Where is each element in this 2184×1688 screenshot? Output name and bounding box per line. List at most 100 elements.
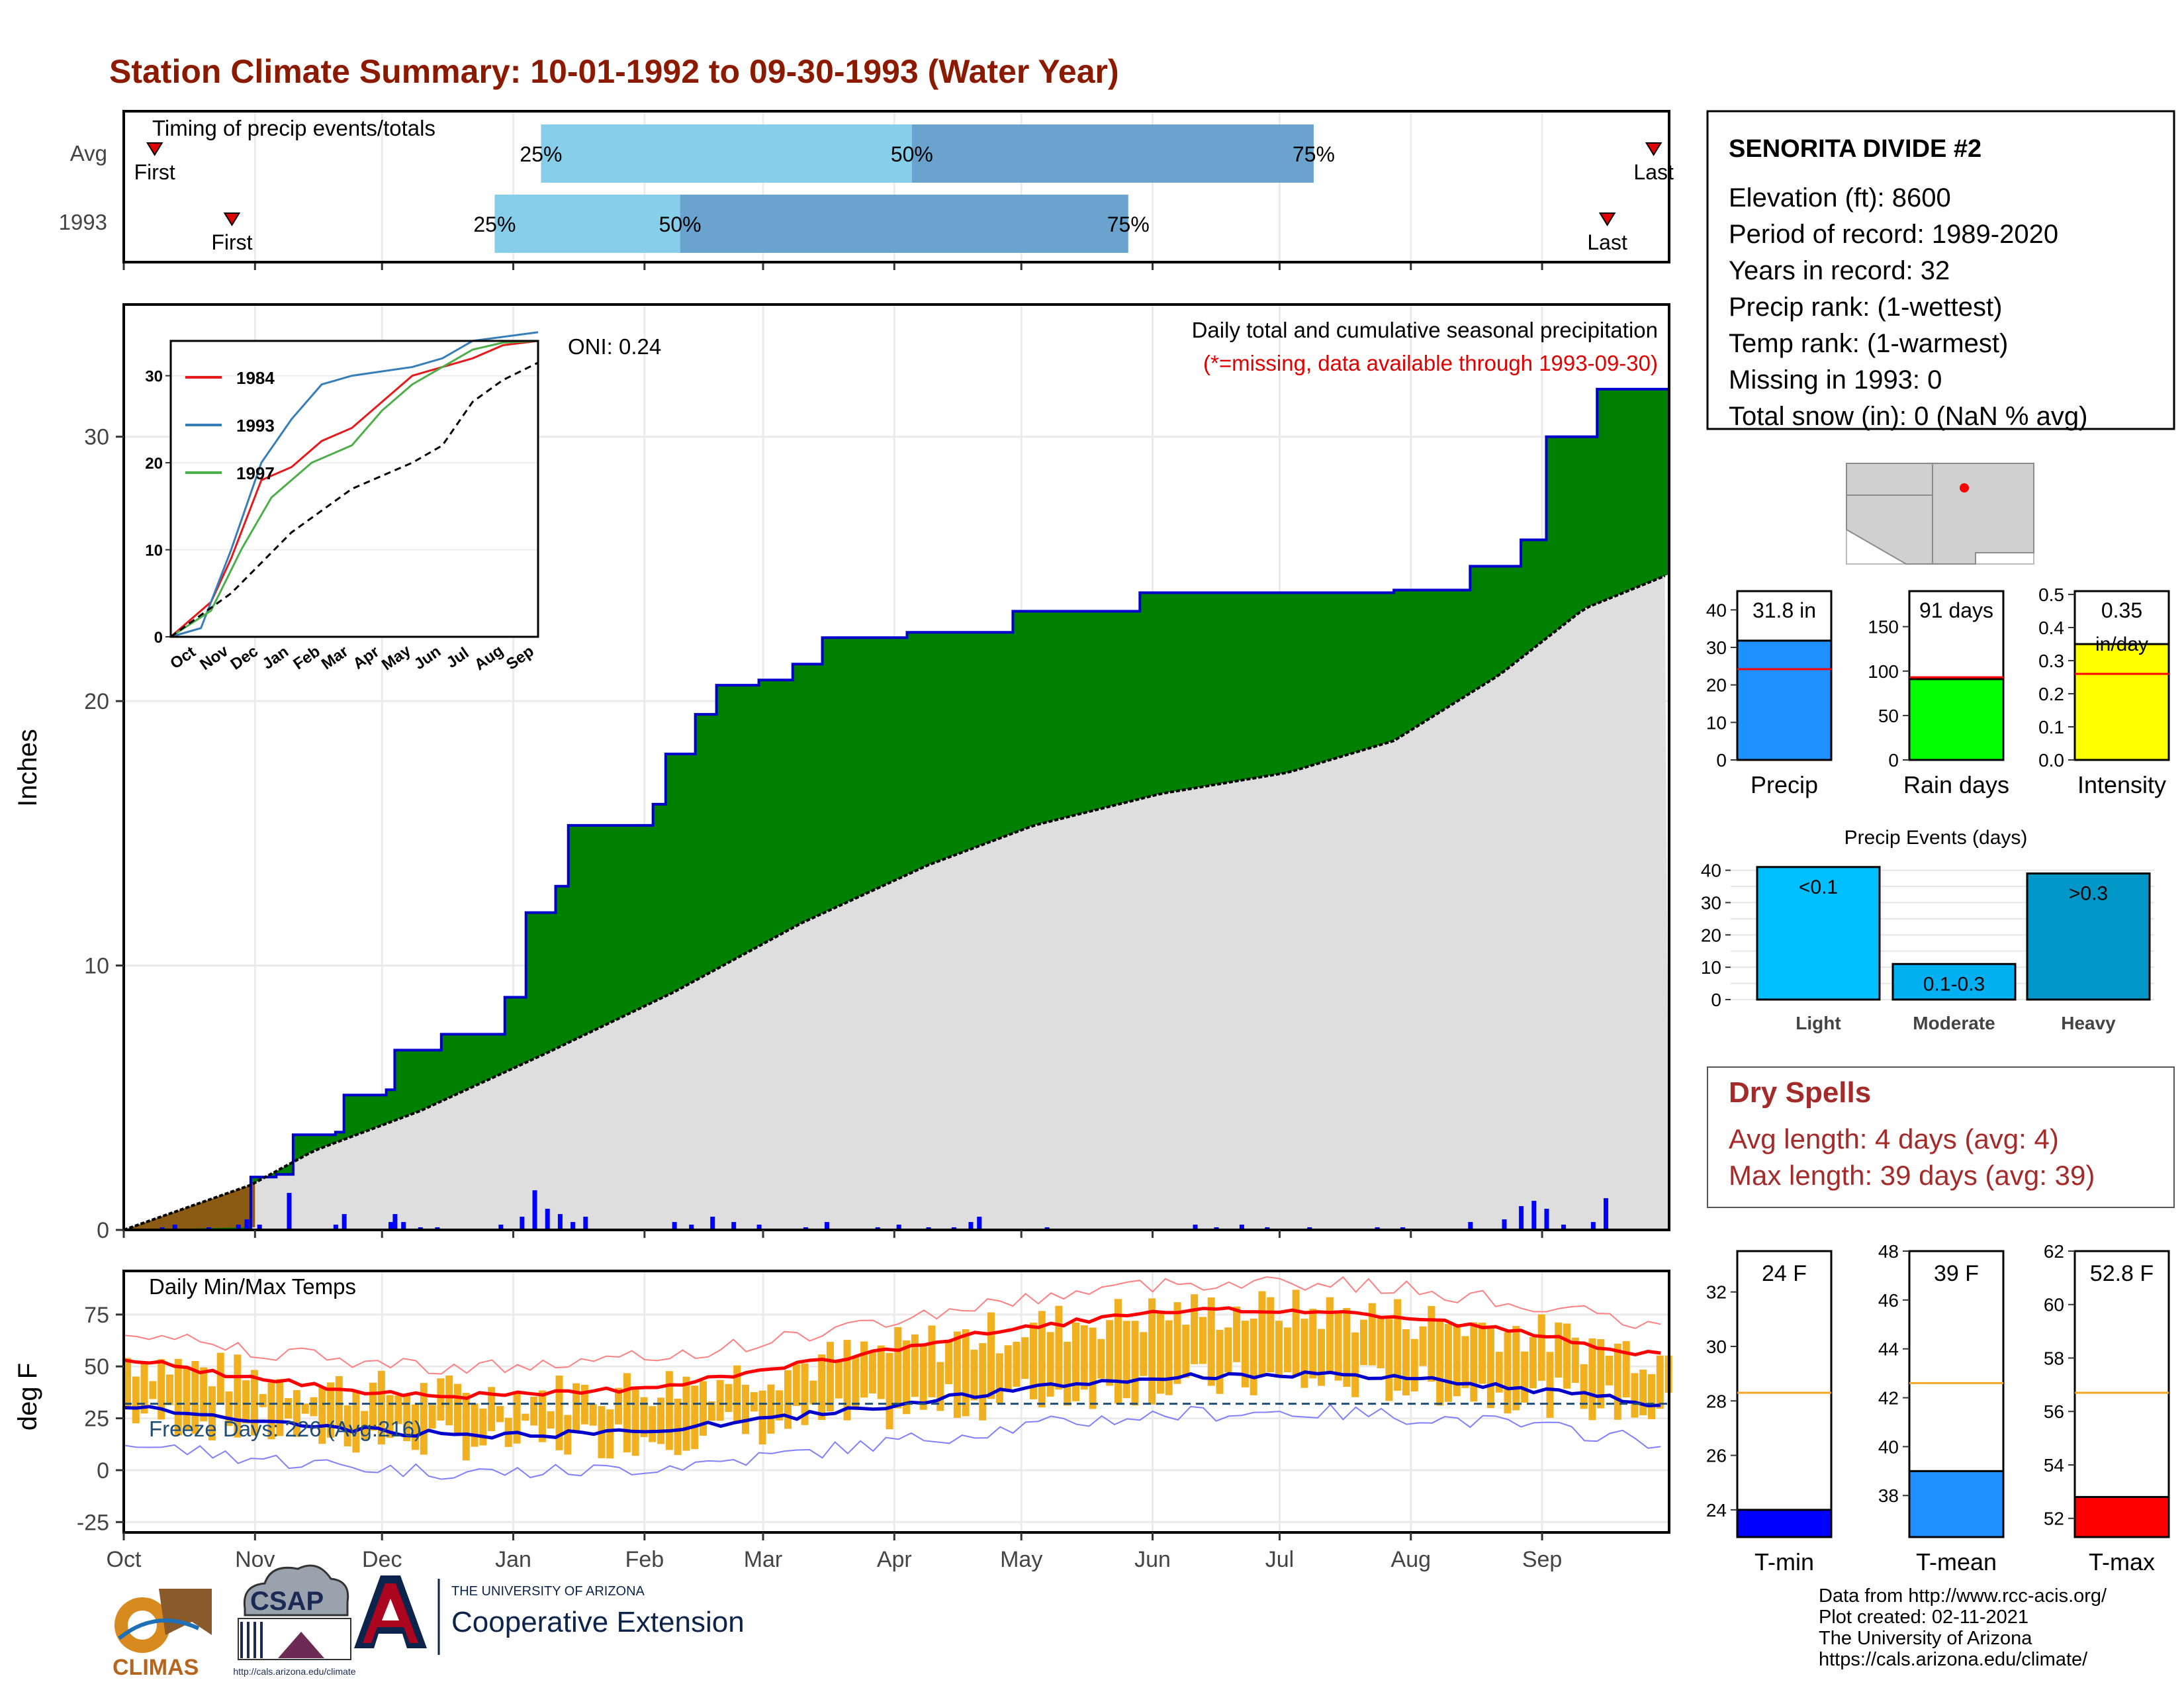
daily-temp-bar-356 [1631, 1373, 1639, 1418]
daily-temp-bar-110 [589, 1403, 597, 1426]
daily-temp-bar-306 [1419, 1326, 1427, 1366]
daily-temp-bar-220 [1055, 1305, 1063, 1390]
daily-temp-bar-124 [649, 1406, 657, 1442]
daily-temp-bar-126 [657, 1397, 665, 1444]
dry-spells-frame [1707, 1066, 2175, 1208]
month-label-Jan: Jan [495, 1547, 531, 1572]
daily-temp-bar-108 [580, 1385, 588, 1425]
timing-marker-label-last-1993: Last [1587, 230, 1627, 254]
daily-temp-bar-42 [301, 1403, 309, 1414]
csap-logo-mountain [278, 1632, 324, 1658]
daily-precip-bar-6 [287, 1193, 292, 1230]
daily-temp-bar-6 [149, 1381, 157, 1399]
daily-temp-bar-228 [1089, 1327, 1097, 1409]
inset-legend-label-1997: 1997 [236, 463, 275, 483]
daily-temp-bar-72 [428, 1405, 436, 1429]
footer-line-created: Plot created: 02-11-2021 [1819, 1607, 2028, 1628]
precip-events-tick-label-40: 40 [1701, 861, 1721, 881]
climas-logo-land [159, 1589, 212, 1635]
daily-temp-bar-100 [547, 1411, 555, 1429]
daily-temp-bar-64 [394, 1395, 402, 1425]
daily-temp-bar-254 [1199, 1317, 1206, 1364]
daily-precip-bar-9 [388, 1222, 394, 1230]
cumulative-1993-line [124, 387, 1669, 1231]
daily-temp-bar-238 [1131, 1321, 1139, 1406]
daily-temp-bar-12 [174, 1358, 182, 1436]
daily-temp-bar-246 [1165, 1320, 1173, 1395]
daily-temp-bar-28 [242, 1380, 250, 1424]
daily-temp-bar-60 [377, 1370, 385, 1445]
daily-temp-bar-184 [903, 1340, 911, 1415]
summary-tick-label-Intensity-5: 0.5 [2038, 585, 2064, 605]
daily-temp-bar-76 [445, 1375, 453, 1426]
daily-temp-bar-194 [945, 1341, 953, 1384]
daily-precip-bar-22 [689, 1225, 694, 1230]
daily-precip-bar-4 [244, 1219, 250, 1230]
precip-events-tick-label-20: 20 [1701, 925, 1721, 945]
daily-temp-bar-62 [386, 1395, 394, 1438]
daily-temp-bar-340 [1563, 1323, 1571, 1389]
summary-label-Rain days: Rain days [1903, 771, 2009, 798]
daily-temp-bar-210 [1013, 1341, 1021, 1387]
daily-temp-bar-26 [234, 1354, 242, 1438]
month-label-Mar: Mar [744, 1547, 783, 1572]
daily-temp-bar-312 [1444, 1324, 1452, 1402]
cumulative-surplus-area [124, 389, 1669, 1230]
daily-precip-bar-20 [583, 1217, 588, 1230]
daily-temp-bar-322 [1486, 1328, 1494, 1409]
month-label-Jun: Jun [1134, 1547, 1171, 1572]
daily-temp-bar-70 [420, 1383, 428, 1455]
summary-tick-label-Precip-0: 0 [1716, 750, 1727, 771]
daily-temp-bar-190 [928, 1325, 936, 1397]
daily-temp-bar-330 [1521, 1351, 1529, 1403]
summary-tick-label-Precip-3: 30 [1706, 637, 1727, 658]
daily-temp-bar-218 [1046, 1332, 1054, 1397]
daily-temp-bar-274 [1283, 1327, 1291, 1373]
timing-label-50-Avg: 50% [891, 142, 933, 166]
summary-tick-label-Precip-2: 20 [1706, 675, 1727, 696]
inset-series-1997 [170, 340, 539, 638]
inset-average-line [170, 361, 539, 638]
page-title: Station Climate Summary: 10-01-1992 to 0… [109, 53, 1119, 90]
daily-temp-bar-168 [835, 1360, 842, 1399]
station-line-years: Years in record: 32 [1729, 256, 1950, 285]
record-low-line [123, 1403, 1661, 1480]
daily-temp-bar-250 [1182, 1325, 1190, 1378]
temp-summary-tick-label-T-min-0: 24 [1706, 1500, 1727, 1521]
locator-map-states [1846, 463, 2034, 565]
daily-temp-bar-200 [970, 1349, 978, 1401]
temp-panel-label: Daily Min/Max Temps [149, 1274, 356, 1299]
timing-label-75-1993: 75% [1107, 212, 1150, 236]
inset-legend-label-1993: 1993 [236, 416, 275, 436]
daily-temp-bar-224 [1071, 1322, 1079, 1401]
summary-tick-label-Precip-1: 10 [1706, 712, 1727, 733]
daily-temp-bar-174 [860, 1341, 868, 1398]
precip-ytick-label-0: 0 [97, 1218, 109, 1243]
inset-series-1993 [170, 331, 539, 638]
temp-summary-tick-label-T-max-5: 62 [2044, 1241, 2064, 1262]
daily-temp-bar-116 [615, 1387, 623, 1425]
daily-temp-bar-128 [665, 1371, 673, 1450]
temp-summary-tick-label-T-mean-3: 44 [1878, 1339, 1899, 1360]
daily-temp-bar-180 [886, 1352, 893, 1430]
freeze-days-label: Freeze Days: 226 (Avg:216) [149, 1417, 422, 1441]
daily-temp-bar-282 [1318, 1329, 1326, 1386]
timing-row-1993-label: 1993 [59, 210, 107, 234]
temp-summary-tick-label-T-mean-2: 42 [1878, 1388, 1899, 1409]
daily-temp-bar-242 [1148, 1298, 1156, 1405]
precip-event-text-Light: <0.1 [1799, 876, 1838, 898]
station-name: SENORITA DIVIDE #2 [1729, 135, 1981, 163]
inset-frame [169, 340, 539, 638]
temp-summary-tick-label-T-max-2: 56 [2044, 1401, 2064, 1422]
precip-ytick-label-20: 20 [84, 689, 109, 714]
footer-credits: Data from http://www.rcc-acis.org/ Plot … [1819, 1585, 2107, 1670]
daily-temp-bar-166 [826, 1342, 834, 1412]
daily-temp-bar-196 [953, 1331, 961, 1418]
daily-temp-bar-8 [158, 1359, 165, 1420]
daily-temp-bar-102 [555, 1376, 563, 1450]
station-line-period: Period of record: 1989-2020 [1729, 220, 2058, 249]
daily-temp-bar-146 [742, 1384, 749, 1434]
daily-temp-bar-160 [801, 1363, 809, 1425]
daily-temp-bar-82 [471, 1403, 478, 1447]
